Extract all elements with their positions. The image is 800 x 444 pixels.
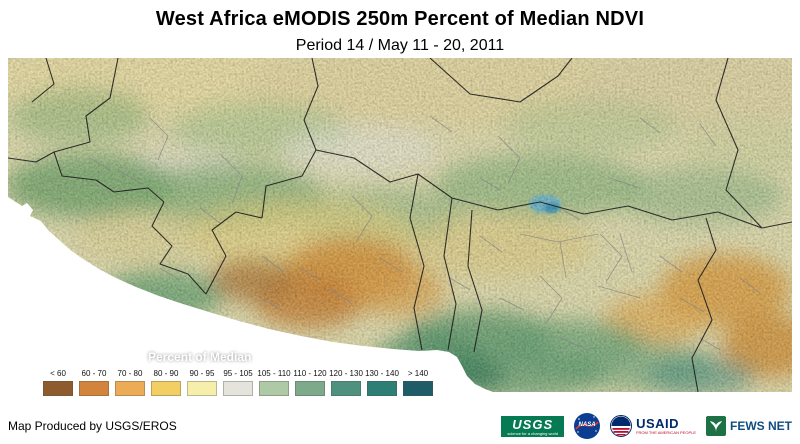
legend-swatch	[403, 381, 433, 396]
usaid-logo: USAID FROM THE AMERICAN PEOPLE	[610, 415, 696, 437]
legend-label: 60 - 70	[81, 369, 107, 378]
legend-items: < 60 60 - 70 70 - 80 80 - 90 90 - 95	[40, 369, 436, 396]
legend-swatch	[43, 381, 73, 396]
legend-item: 60 - 70	[76, 369, 112, 396]
legend-item: > 140	[400, 369, 436, 396]
legend-item: 90 - 95	[184, 369, 220, 396]
usgs-logo-text: USGS	[512, 416, 554, 432]
legend-title: Percent of Median	[148, 350, 252, 364]
map-credit: Map Produced by USGS/EROS	[8, 419, 177, 433]
legend-swatch	[151, 381, 181, 396]
legend-swatch	[187, 381, 217, 396]
map-container: Percent of Median < 60 60 - 70 70 - 80 8…	[0, 58, 800, 412]
usaid-logo-text: USAID	[636, 416, 680, 431]
footer: Map Produced by USGS/EROS USGS science f…	[0, 413, 800, 442]
usgs-logo: USGS science for a changing world	[501, 415, 565, 437]
legend-label: 70 - 80	[117, 369, 143, 378]
fewsnet-logo-text: FEWS NET	[730, 419, 792, 433]
nasa-logo: NASA	[574, 413, 601, 439]
legend-swatch	[367, 381, 397, 396]
legend-item: 120 - 130	[328, 369, 364, 396]
ndvi-map-image	[8, 58, 792, 392]
legend-label: 90 - 95	[189, 369, 215, 378]
fewsnet-logo-icon	[706, 416, 726, 436]
legend: Percent of Median < 60 60 - 70 70 - 80 8…	[40, 350, 436, 396]
legend-item: 80 - 90	[148, 369, 184, 396]
legend-swatch	[331, 381, 361, 396]
legend-swatch	[223, 381, 253, 396]
legend-swatch	[115, 381, 145, 396]
legend-swatch	[79, 381, 109, 396]
ocean	[8, 197, 493, 392]
legend-item: 95 - 105	[220, 369, 256, 396]
legend-label: 105 - 110	[257, 369, 291, 378]
legend-label: 120 - 130	[329, 369, 363, 378]
legend-item: 110 - 120	[292, 369, 328, 396]
admin-boundaries	[89, 115, 761, 351]
nasa-logo-icon	[574, 413, 601, 439]
legend-item: < 60	[40, 369, 76, 396]
legend-item: 105 - 110	[256, 369, 292, 396]
usgs-logo-tagline: science for a changing world	[507, 430, 559, 436]
legend-label: 95 - 105	[223, 369, 253, 378]
legend-label: 110 - 120	[293, 369, 327, 378]
legend-item: 70 - 80	[112, 369, 148, 396]
legend-label: 80 - 90	[153, 369, 179, 378]
nasa-logo-text: NASA	[578, 422, 596, 428]
page-title: West Africa eMODIS 250m Percent of Media…	[155, 8, 645, 30]
page-subtitle: Period 14 / May 11 - 20, 2011	[295, 37, 505, 54]
legend-swatch	[259, 381, 289, 396]
usaid-logo-tagline: FROM THE AMERICAN PEOPLE	[636, 430, 696, 435]
legend-swatch	[295, 381, 325, 396]
agency-logos: USGS science for a changing world NASA	[501, 413, 792, 439]
legend-label: < 60	[50, 369, 66, 378]
fewsnet-logo: FEWS NET	[706, 416, 792, 436]
usaid-logo-icon	[610, 415, 633, 437]
legend-label: > 140	[407, 369, 429, 378]
legend-item: 130 - 140	[364, 369, 400, 396]
country-borders	[8, 58, 792, 392]
legend-label: 130 - 140	[365, 369, 399, 378]
